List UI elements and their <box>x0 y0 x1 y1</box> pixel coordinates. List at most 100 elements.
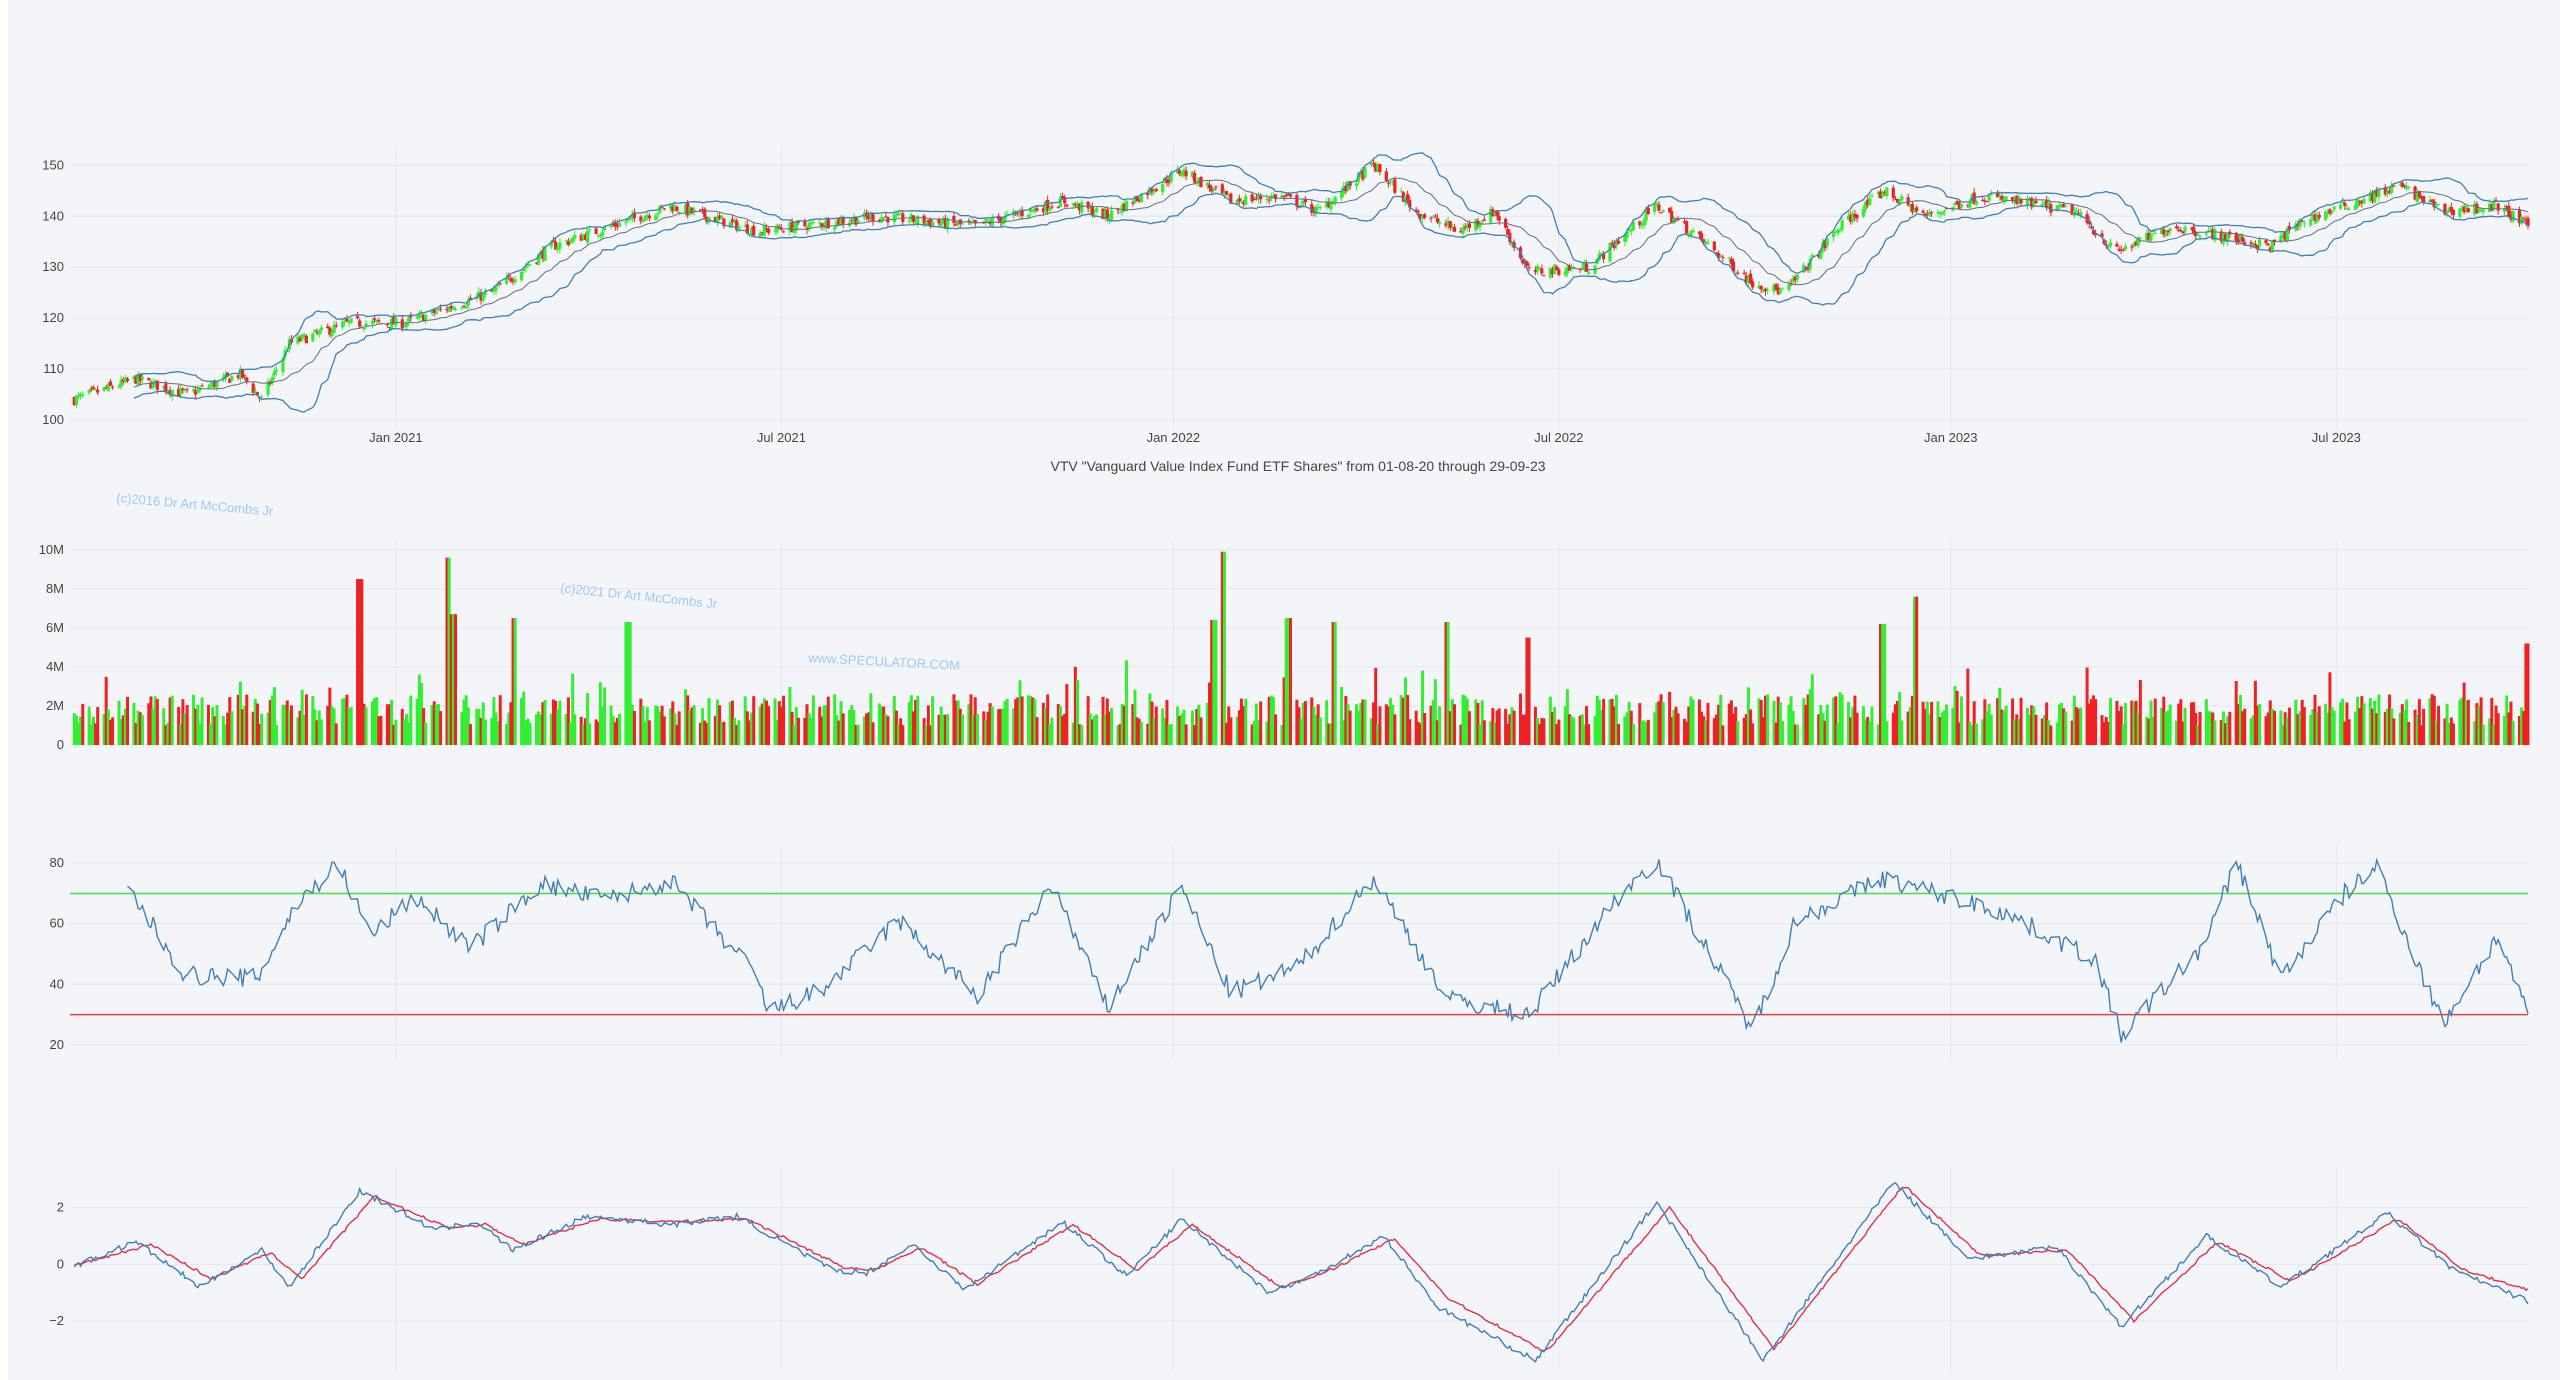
volume-bar <box>2119 706 2123 745</box>
candle-up <box>617 222 622 227</box>
x-tick-label: Jan 2023 <box>1924 430 1978 445</box>
candle-up <box>2025 198 2030 206</box>
candle-down <box>2189 227 2194 229</box>
candle-down <box>2094 233 2098 236</box>
volume-bar <box>345 694 349 745</box>
volume-bar <box>924 725 928 745</box>
candle-up <box>2434 203 2439 207</box>
volume-bar <box>1073 666 1077 745</box>
candle-up <box>1465 224 1469 229</box>
volume-bar <box>1898 692 1902 745</box>
x-tick-label: Jul 2022 <box>1534 430 1583 445</box>
volume-bar <box>1133 689 1137 745</box>
candle-up <box>415 316 419 319</box>
candle-up <box>598 234 602 237</box>
candle-up <box>688 206 692 215</box>
candle-down <box>1742 272 1746 275</box>
volume-bar <box>283 704 287 745</box>
volume-bar <box>901 725 905 745</box>
volume-bar <box>511 618 515 745</box>
volume-bar <box>251 711 255 745</box>
candle-down <box>662 208 666 210</box>
volume-bar <box>2496 713 2500 745</box>
candle-down <box>2496 203 2500 211</box>
volume-bar <box>1344 696 1348 745</box>
candle-up <box>2477 208 2481 212</box>
volume-bar <box>1808 689 1812 745</box>
candle-down <box>1944 208 1949 210</box>
candle-down <box>1584 263 1589 272</box>
candle-up <box>715 216 720 223</box>
candle-down <box>2181 231 2185 234</box>
volume-bar <box>451 614 455 745</box>
candle-up <box>430 309 434 314</box>
volume-bar <box>94 723 98 745</box>
candle-up <box>1968 201 1972 208</box>
candle-down <box>1646 207 1650 215</box>
volume-bar <box>524 720 528 745</box>
candle-down <box>2287 226 2292 230</box>
candle-up <box>524 267 528 269</box>
volume-bar <box>1778 702 1782 745</box>
candle-up <box>2338 204 2343 209</box>
candle-up <box>370 320 375 325</box>
volume-bar <box>1212 620 1216 745</box>
candle-down <box>2422 196 2426 203</box>
volume-bar <box>2473 721 2477 745</box>
volume-bar <box>2181 721 2185 745</box>
volume-bar <box>490 717 494 745</box>
candle-down <box>439 308 443 310</box>
candle-down <box>2300 220 2304 222</box>
volume-bar <box>349 707 353 745</box>
volume-bar <box>2398 712 2402 745</box>
candle-down <box>1220 184 1224 194</box>
volume-bar <box>1983 699 1987 745</box>
volume-bar <box>958 708 962 745</box>
candle-down <box>1895 198 1900 203</box>
volume-bar <box>975 713 979 745</box>
volume-bar <box>1883 623 1887 745</box>
volume-bar <box>1150 701 1154 745</box>
volume-bar <box>138 712 142 745</box>
candle-up <box>2074 211 2079 213</box>
candle-down <box>1284 194 1288 197</box>
candle-down <box>1482 219 1486 221</box>
volume-bar <box>1504 708 1508 745</box>
candle-down <box>1122 203 1126 211</box>
volume-bar <box>496 721 500 745</box>
volume-bar <box>2011 698 2015 745</box>
candle-up <box>2059 204 2064 206</box>
volume-bar <box>392 724 396 745</box>
candle-up <box>1832 231 1836 238</box>
candle-down <box>1254 197 1259 199</box>
volume-bar <box>2315 712 2319 745</box>
volume-bar <box>615 717 619 745</box>
volume-bar <box>1849 717 1853 745</box>
volume-bar <box>1853 695 1857 745</box>
candle-up <box>1190 171 1195 178</box>
candle-down <box>1983 200 1987 202</box>
volume-bar <box>1444 622 1448 745</box>
watermark-copyright-2021: (c)2021 Dr Art McCombs Jr <box>560 580 719 611</box>
volume-bar <box>2179 699 2183 745</box>
candle-up <box>916 216 920 224</box>
volume-bar <box>177 706 181 745</box>
candle-up <box>2198 235 2202 237</box>
candle-down <box>718 215 722 219</box>
volume-bar <box>1557 719 1561 745</box>
candle-down <box>2370 194 2375 201</box>
volume-bar <box>1548 696 1552 745</box>
volume-bar <box>1578 715 1582 745</box>
candle-down <box>1817 254 1821 257</box>
candle-down <box>2045 199 2049 209</box>
candle-down <box>1165 178 1169 184</box>
volume-bar <box>1906 711 1910 745</box>
candle-up <box>1942 210 1946 213</box>
candle-up <box>1489 208 1493 223</box>
candle-down <box>2010 196 2015 202</box>
candle-up <box>1580 267 1584 269</box>
candle-down <box>421 314 426 322</box>
volume-bar <box>564 713 568 745</box>
candle-up <box>2238 234 2243 240</box>
candle-up <box>2136 236 2140 246</box>
